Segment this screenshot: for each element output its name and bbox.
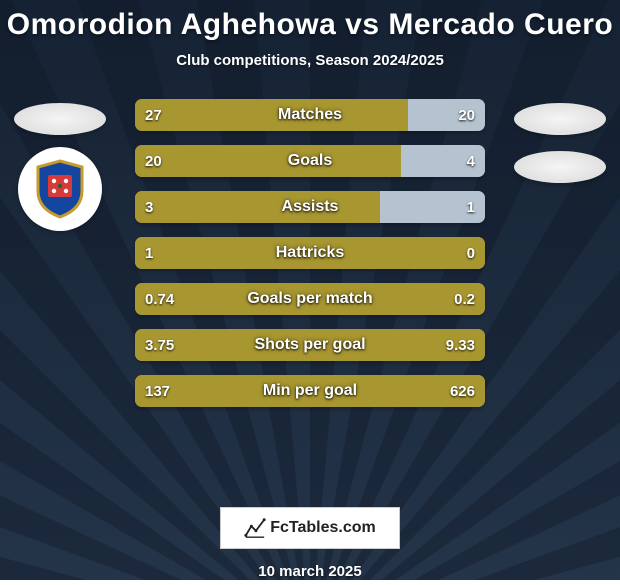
chart-icon [244,517,266,539]
main-area: 2720Matches204Goals31Assists10Hattricks0… [0,89,620,159]
player-right-photo-2 [514,151,606,183]
stat-bar: 2720Matches [135,99,485,131]
subtitle: Club competitions, Season 2024/2025 [176,52,444,69]
stat-label: Goals per match [135,283,485,315]
stat-label: Shots per goal [135,329,485,361]
stat-bar: 10Hattricks [135,237,485,269]
player-left-photo [14,103,106,135]
stat-label: Matches [135,99,485,131]
stat-bar: 3.759.33Shots per goal [135,329,485,361]
stat-label: Min per goal [135,375,485,407]
shield-icon [34,159,86,219]
stat-label: Hattricks [135,237,485,269]
stat-bars: 2720Matches 204Goals 31Assists 10Hattricks 0… [135,99,485,407]
page-title: Omorodion Aghehowa vs Mercado Cuero [7,8,613,42]
stat-bar: 0.740.2Goals per match [135,283,485,315]
stat-bar: 204Goals [135,145,485,177]
logo-text: FcTables.com [270,519,376,537]
stat-label: Goals [135,145,485,177]
stat-bar: 31Assists [135,191,485,223]
date-text: 10 march 2025 [258,563,361,580]
stat-label: Assists [135,191,485,223]
stat-bar: 137626Min per goal [135,375,485,407]
fctables-logo[interactable]: FcTables.com [220,507,400,549]
club-crest [18,147,102,231]
player-right-photo [514,103,606,135]
